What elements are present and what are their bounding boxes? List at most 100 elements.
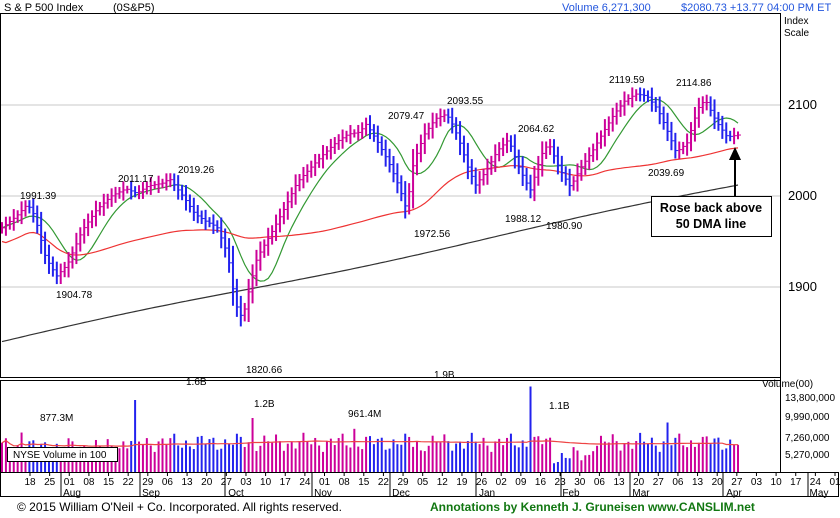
volume-tick-label: 7,260,000 [785, 433, 830, 444]
volume-legend-text: NYSE Volume in 100 [13, 450, 107, 461]
volume-label: 1.9B [434, 370, 455, 381]
volume-bar [584, 455, 587, 472]
volume-bar [392, 439, 395, 472]
callout-line-2: 50 DMA line [676, 217, 746, 231]
volume-bar [157, 441, 160, 472]
volume-tick-label: 13,800,000 [785, 393, 835, 404]
volume-label: 1.2B [254, 399, 275, 410]
date-tick-label: 24 [810, 477, 822, 488]
volume-bar [592, 451, 595, 472]
volume-bar [721, 449, 724, 472]
volume-bar [639, 432, 642, 472]
volume-bar [674, 437, 677, 472]
volume-bar [466, 440, 469, 472]
volume-label: 961.4M [348, 409, 381, 420]
date-tick-label: 02 [496, 477, 508, 488]
volume-bar [384, 449, 387, 472]
volume-bar [556, 462, 559, 472]
volume-bar [153, 451, 156, 472]
volume-bar [333, 445, 336, 472]
month-label: Mar [632, 488, 650, 499]
price-label: 1820.66 [246, 365, 283, 376]
volume-bar [690, 440, 693, 472]
date-tick-label: 13 [182, 477, 194, 488]
footer-credit: Annotations by Kenneth J. Gruneisen www.… [430, 500, 755, 514]
volume-bar [259, 445, 262, 472]
volume-bar [329, 438, 332, 472]
volume-bar [455, 443, 458, 472]
volume-bar [619, 450, 622, 472]
volume-bar [47, 454, 50, 472]
date-tick-label: 01 [64, 477, 76, 488]
volume-bar [631, 448, 634, 472]
volume-bar [286, 443, 289, 472]
volume-bar [643, 441, 646, 472]
y-tick-label: 1900 [788, 279, 817, 294]
volume-bar [490, 451, 493, 472]
price-label: 2019.26 [178, 165, 215, 176]
volume-bar [506, 437, 509, 472]
volume-bar [200, 435, 203, 472]
volume-bar [267, 441, 270, 472]
volume-bar [204, 444, 207, 472]
date-tick-label: 17 [790, 477, 802, 488]
ma-200-line [1, 147, 739, 256]
volume-bar [502, 445, 505, 472]
volume-bar [474, 441, 477, 472]
volume-bar [322, 451, 325, 472]
price-label: 1980.90 [546, 221, 583, 232]
volume-bar [369, 436, 371, 472]
volume-bar [231, 444, 234, 472]
date-tick-label: 23 [555, 477, 567, 488]
volume-bar [169, 438, 172, 472]
volume-bar [713, 438, 716, 472]
volume-bar [388, 448, 391, 472]
index-scale-label: Index [784, 16, 808, 27]
volume-bar [725, 448, 728, 472]
volume-bar [588, 454, 591, 472]
month-label: Sep [142, 488, 160, 499]
month-label: Apr [726, 488, 742, 499]
volume-bar [670, 445, 673, 472]
volume-bar [372, 444, 375, 472]
volume-bar [235, 433, 238, 472]
volume-bar [337, 438, 340, 472]
date-tick-label: 27 [221, 477, 233, 488]
volume-bar [263, 435, 266, 472]
volume-bar [396, 444, 399, 472]
header-volume: Volume 6,271,300 [562, 2, 651, 14]
volume-bar [196, 436, 199, 472]
volume-bar [701, 436, 704, 472]
volume-bar [165, 444, 168, 472]
date-tick-label: 06 [594, 477, 606, 488]
volume-ma-line [1, 439, 738, 447]
date-tick-label: 27 [731, 477, 743, 488]
date-tick-label: 01 [319, 477, 331, 488]
price-label: 2114.86 [676, 78, 712, 89]
volume-bar [560, 453, 563, 472]
volume-bar [494, 441, 497, 472]
volume-bar [294, 448, 297, 472]
date-tick-label: 13 [613, 477, 625, 488]
volume-bar [24, 453, 27, 472]
volume-bar [306, 441, 309, 472]
header-time: 04:00 PM ET [767, 2, 831, 14]
volume-bar [678, 433, 681, 472]
volume-bar [247, 442, 250, 472]
date-tick-label: 12 [437, 477, 449, 488]
volume-bar [439, 442, 442, 472]
date-tick-label: 29 [397, 477, 409, 488]
price-bars [1, 87, 741, 327]
volume-tick-label: 5,270,000 [785, 450, 830, 461]
volume-bar [4, 438, 7, 472]
volume-bar [282, 450, 285, 472]
volume-bar [623, 443, 626, 472]
volume-bar [654, 445, 657, 472]
volume-bar [134, 400, 137, 472]
volume-bar [173, 433, 176, 472]
volume-bar [549, 437, 552, 472]
volume-bar [572, 447, 575, 472]
price-label: 1988.12 [505, 214, 542, 225]
volume-bar [486, 445, 489, 472]
volume-bar [412, 446, 415, 472]
